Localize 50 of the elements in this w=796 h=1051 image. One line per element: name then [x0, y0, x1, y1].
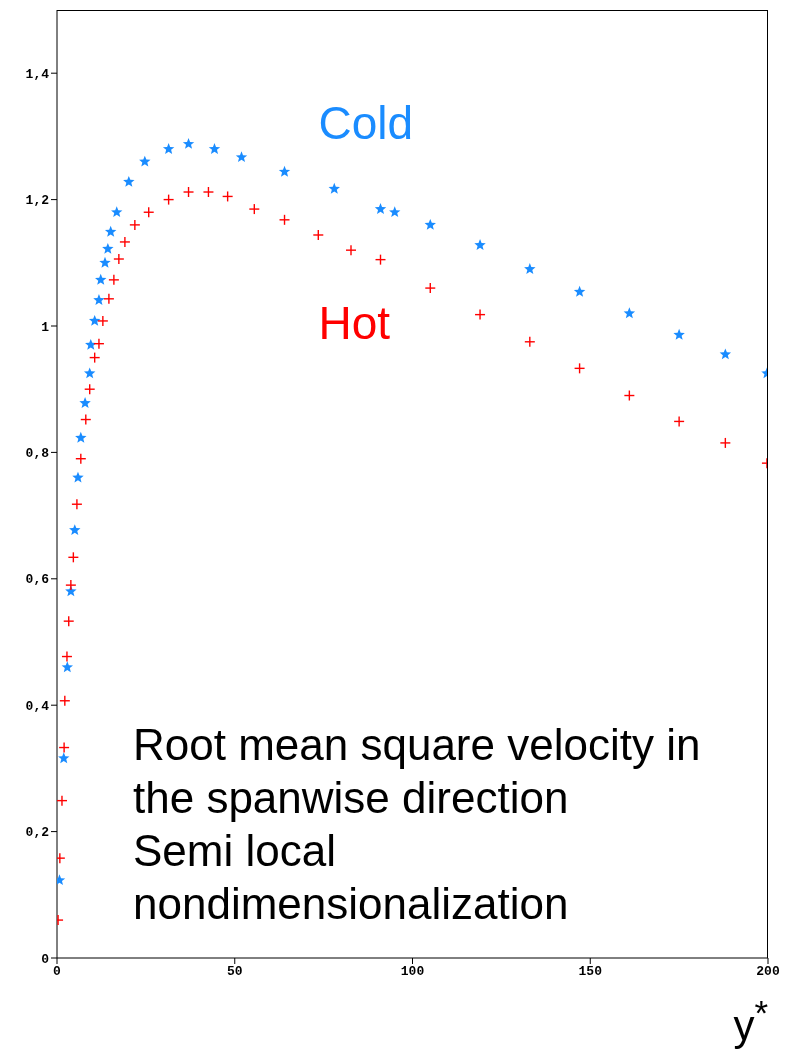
point — [719, 348, 732, 360]
point — [79, 397, 91, 408]
point — [524, 263, 536, 274]
point — [93, 294, 105, 305]
y-tick-label: 0,2 — [25, 825, 50, 841]
y-tick-label: 0,4 — [25, 698, 50, 714]
point — [474, 239, 486, 250]
point — [58, 752, 70, 764]
x-tick-label: 50 — [226, 964, 243, 980]
annotation: Root mean square velocity in the spanwise direction — [133, 719, 702, 824]
point — [85, 338, 97, 350]
point — [328, 182, 340, 194]
point — [208, 143, 221, 154]
point — [182, 137, 195, 149]
x-tick-label: 150 — [578, 964, 603, 980]
x-axis-title: y$^{*}$ — [733, 993, 768, 1050]
point — [72, 471, 84, 483]
point — [123, 175, 135, 187]
point — [573, 285, 586, 297]
y-tick-label: 1,4 — [25, 66, 50, 82]
y-tick-label: 1,2 — [25, 193, 50, 209]
point — [374, 203, 387, 214]
point — [424, 218, 436, 230]
x-tick-label: 0 — [53, 964, 62, 980]
point — [389, 206, 401, 218]
point — [278, 165, 291, 177]
point — [69, 524, 81, 535]
point — [95, 273, 107, 285]
point — [235, 151, 248, 163]
point — [139, 155, 151, 167]
y-tick-label: 1 — [41, 319, 50, 335]
point — [111, 206, 123, 218]
point — [673, 328, 685, 340]
point — [61, 661, 74, 673]
annotation: Semi local nondimensionalization — [133, 825, 570, 930]
x-tick-label: 100 — [400, 964, 425, 980]
series-label: Cold — [318, 96, 414, 149]
point — [84, 367, 96, 379]
series-label: Hot — [318, 297, 391, 350]
point — [75, 431, 87, 443]
point — [99, 256, 111, 268]
x-tick-label: 200 — [756, 964, 780, 980]
point — [104, 225, 117, 237]
point — [162, 143, 175, 154]
point — [623, 307, 636, 319]
y-tick-label: 0,6 — [25, 572, 50, 588]
point — [102, 242, 114, 254]
y-tick-label: 0 — [41, 951, 50, 967]
point — [88, 314, 101, 326]
y-tick-label: 0,8 — [25, 446, 50, 462]
